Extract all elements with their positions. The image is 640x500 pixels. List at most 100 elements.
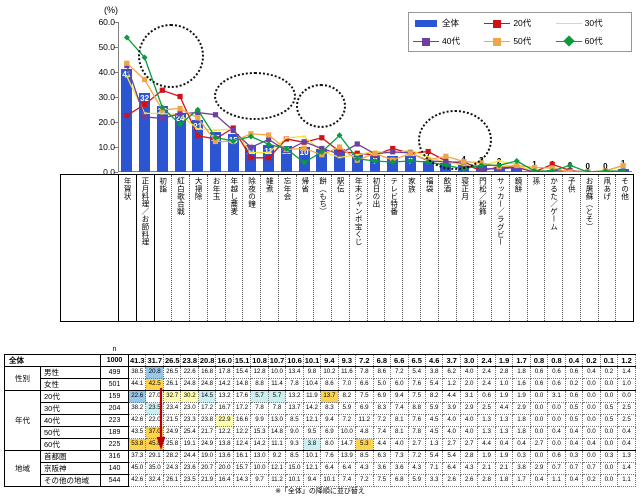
table-cell: 1.3 [477, 414, 496, 427]
data-point-marker [318, 149, 325, 155]
table-cell: 0.6 [529, 378, 549, 391]
line-30代 [126, 76, 624, 172]
table-cell: 7.8 [355, 366, 374, 379]
data-point-marker [301, 159, 308, 166]
table-cell: 1.0 [617, 378, 636, 391]
table-cell: 13.7 [320, 390, 339, 403]
table-cell: 0.6 [529, 366, 549, 379]
data-point-marker [549, 168, 556, 172]
legend-item-40代[interactable]: 40代 [413, 32, 484, 50]
data-point-marker [159, 87, 165, 93]
table-cell: 0.3 [512, 450, 531, 463]
table-cell: 17.8 [215, 366, 234, 379]
table-cell: 11.4 [267, 378, 287, 391]
legend-item-60代[interactable]: 60代 [555, 32, 627, 50]
category-cell-餅（もち）: 餅（もち） [314, 175, 333, 321]
bar-帰省 [298, 146, 310, 172]
bar-value-label: 0 [585, 161, 590, 171]
table-cell: 17.2 [197, 402, 217, 415]
category-label: 年越し蕎麦 [229, 177, 239, 215]
legend-item-30代[interactable]: 30代 [555, 14, 627, 32]
table-cell: 3.0 [459, 354, 479, 367]
category-cell-門松／松飾: 門松／松飾 [474, 175, 493, 321]
data-point-marker [566, 162, 573, 169]
table-cell: 8.2 [424, 390, 444, 403]
category-label: 帰省 [300, 177, 310, 193]
table-cell: 7.2 [390, 366, 409, 379]
table-cell: 3.6 [372, 462, 392, 475]
data-point-marker [266, 136, 272, 143]
table-cell: 0.0 [547, 402, 566, 415]
table-cell: 7.2 [407, 450, 426, 463]
legend-item-全体[interactable]: 全体 [413, 14, 484, 32]
data-point-marker [159, 115, 165, 121]
table-cell: 1.1 [547, 474, 566, 487]
legend-item-50代[interactable]: 50代 [484, 32, 555, 50]
table-cell: 26.5 [162, 366, 182, 379]
table-cell: 1.9 [494, 354, 514, 367]
table-cell: 2.5 [617, 414, 636, 427]
table-cell: 3.9 [442, 402, 461, 415]
bar-value-label: 32 [140, 94, 150, 104]
table-cell: 10.1 [302, 354, 322, 367]
category-cell-凧あげ: 凧あげ [599, 175, 617, 321]
table-cell: 25.4 [180, 426, 199, 439]
table-cell: 32.4 [145, 474, 164, 487]
table-cell: 11.2 [267, 474, 287, 487]
table-header-spacer [163, 345, 180, 355]
category-cell-駅伝: 駅伝 [332, 175, 350, 321]
data-point-marker [284, 136, 289, 139]
table-cell: 1.6 [512, 378, 531, 391]
table-cell: 12.4 [232, 438, 252, 451]
category-cell-年賀状: 年賀状 [119, 175, 137, 321]
table-cell: 0.6 [547, 366, 566, 379]
table-group-label: 年代 [4, 390, 41, 451]
table-cell: 21.5 [162, 414, 182, 427]
table-cell: 2.1 [494, 462, 514, 475]
y-axis-tick [114, 172, 118, 173]
table-cell: 4.0 [442, 414, 461, 427]
table-cell: 5.9 [337, 402, 357, 415]
table-cell: 1.8 [512, 426, 531, 439]
table-header-spacer [356, 345, 373, 355]
table-header-spacer [618, 345, 636, 355]
table-cell: 14.2 [302, 402, 322, 415]
table-cell: 9.8 [302, 366, 322, 379]
table-cell: 24.4 [180, 450, 199, 463]
data-point-marker [390, 145, 396, 152]
table-header-spacer [181, 345, 198, 355]
data-point-marker [372, 158, 378, 164]
table-cell: 4.0 [442, 426, 461, 439]
bar-value-label: 11 [246, 146, 256, 156]
table-cell: 0.4 [529, 474, 549, 487]
data-point-marker [531, 168, 538, 172]
table-cell: 0.0 [582, 402, 601, 415]
table-row: 全体 1000 41.3 31.7 26.5 23.8 20.8 16.0 15.1 10.8 10… [4, 354, 636, 367]
table-cell: 0.6 [477, 390, 496, 403]
table-cell: 5.0 [372, 378, 392, 391]
table-cell: 31.7 [145, 354, 164, 367]
data-point-marker [497, 160, 502, 162]
bar-年越し蕎麦 [227, 134, 239, 172]
highlight-ellipse [296, 84, 346, 128]
table-cell: 0.2 [582, 354, 601, 367]
table-cell: 0.0 [529, 450, 549, 463]
table-cell: 8.0 [320, 438, 339, 451]
table-cell: 38.5 [127, 366, 147, 379]
category-cell-紅白歌合戦: 紅白歌合戦 [172, 175, 191, 321]
table-header-spacer [268, 345, 285, 355]
table-cell: 15.4 [232, 366, 252, 379]
table-cell: 2.6 [442, 474, 461, 487]
table-cell: 0.4 [564, 438, 584, 451]
data-point-marker [159, 104, 166, 111]
table-cell: 4.3 [355, 462, 374, 475]
table-cell: 1.7 [512, 474, 531, 487]
table-cell: 23.8 [197, 414, 217, 427]
category-label: お屠蘇（とそ） [585, 177, 595, 231]
bar-value-label: 1 [532, 160, 537, 169]
legend-item-20代[interactable]: 20代 [484, 14, 555, 32]
table-cell: 0.0 [582, 390, 601, 403]
data-point-marker [195, 133, 201, 139]
category-cell-鏡餅: 鏡餅 [510, 175, 528, 321]
data-point-marker [212, 112, 219, 118]
